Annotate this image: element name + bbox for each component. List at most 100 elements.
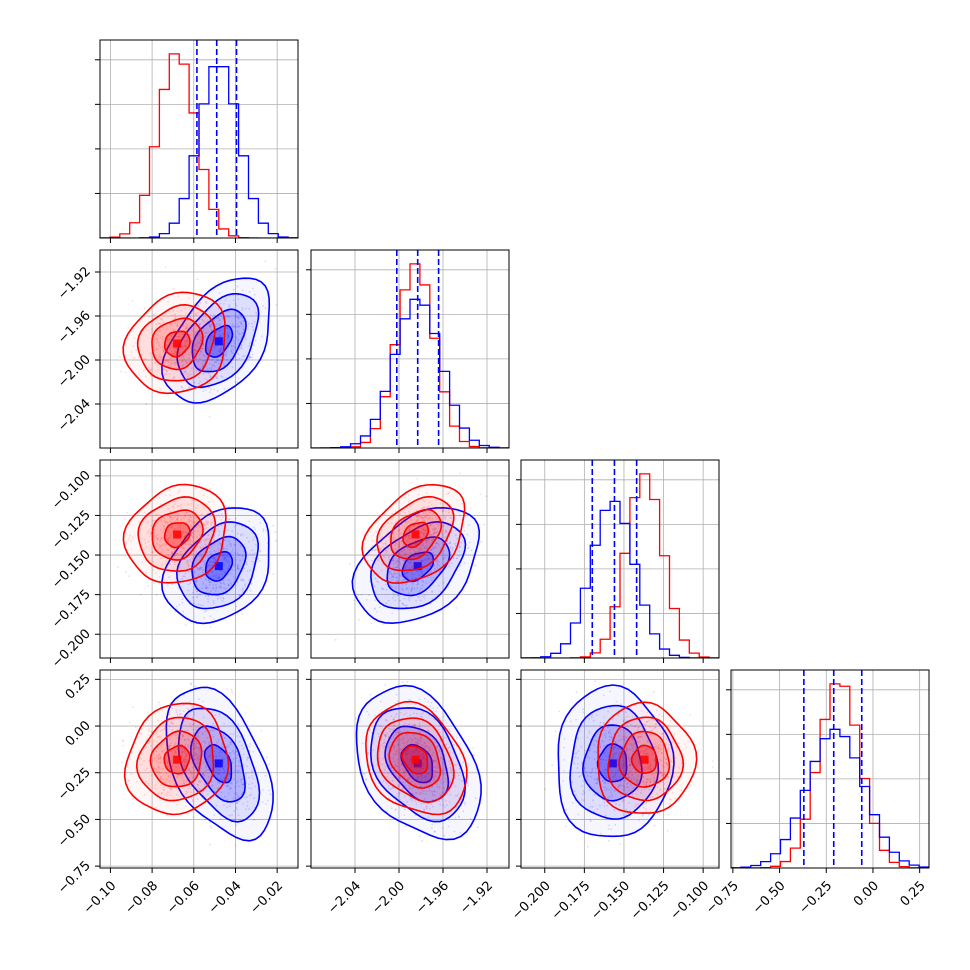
sample-point-blue [449, 780, 452, 783]
sample-point-red [190, 520, 193, 522]
sample-point-blue [409, 714, 412, 716]
sample-point-red [163, 789, 166, 792]
sample-point-blue [232, 294, 235, 296]
sample-point-blue [436, 785, 439, 788]
sample-point-blue [244, 796, 246, 799]
sample-point-red [181, 767, 184, 769]
sample-point-red [428, 535, 431, 538]
sample-point-blue [416, 741, 419, 744]
sample-point-blue [187, 570, 190, 573]
sample-point-red [383, 513, 386, 516]
sample-point-blue [241, 793, 243, 795]
sample-point-red [189, 791, 192, 794]
sample-point-red [430, 549, 433, 552]
sample-point-red [147, 530, 150, 532]
sample-point-red [187, 540, 190, 542]
sample-point-blue [415, 778, 418, 781]
sample-point-blue [223, 553, 225, 556]
sample-point-blue [248, 307, 251, 310]
sample-point-red [198, 333, 201, 336]
sample-point-red [121, 739, 124, 742]
sample-point-red [176, 563, 179, 566]
sample-point-blue [204, 742, 207, 744]
sample-point-blue [429, 765, 432, 768]
sample-point-blue [223, 770, 226, 772]
sample-point-blue [432, 751, 435, 754]
sample-point-red [175, 351, 178, 354]
sample-point-red [125, 571, 128, 573]
sample-point-red [167, 537, 170, 540]
sample-point-blue [391, 597, 394, 599]
sample-point-red [133, 357, 136, 360]
contour-blue-2 [176, 293, 260, 389]
sample-point-blue [145, 403, 148, 406]
sample-point-blue [357, 593, 359, 596]
sample-point-red [198, 357, 201, 359]
sample-point-blue [433, 830, 436, 833]
sample-point-blue [205, 332, 208, 335]
sample-point-blue [472, 754, 475, 756]
sample-point-red [396, 561, 398, 564]
sample-point-red [187, 560, 190, 563]
sample-point-red [197, 783, 199, 786]
sample-point-blue [419, 737, 422, 739]
sample-point-blue [235, 750, 238, 753]
sample-point-red [182, 782, 185, 784]
sample-point-blue [238, 760, 240, 763]
sample-point-blue [417, 571, 420, 573]
sample-point-red [110, 514, 113, 517]
sample-point-blue [394, 567, 396, 569]
sample-point-red [161, 544, 164, 547]
sample-point-blue [205, 789, 208, 792]
sample-point-blue [397, 758, 400, 761]
sample-point-red [171, 765, 174, 767]
sample-point-red [196, 753, 199, 756]
sample-point-red [195, 522, 198, 525]
sample-point-blue [406, 778, 409, 781]
sample-point-red [170, 516, 172, 519]
sample-point-blue [395, 731, 397, 734]
sample-point-red [184, 532, 187, 534]
sample-point-blue [417, 581, 419, 583]
sample-point-blue [411, 577, 414, 579]
sample-point-red [201, 731, 204, 734]
sample-point-blue [186, 339, 189, 342]
sample-point-blue [262, 530, 265, 533]
sample-point-blue [208, 581, 211, 583]
sample-point-blue [234, 844, 237, 847]
sample-point-blue [421, 579, 424, 582]
sample-point-blue [236, 552, 239, 555]
sample-point-red [188, 548, 191, 550]
sample-point-red [165, 534, 168, 537]
sample-point-blue [221, 516, 224, 518]
sample-point-blue [213, 347, 216, 349]
sample-point-blue [206, 565, 209, 568]
sample-point-blue [241, 588, 244, 591]
sample-point-blue [221, 779, 224, 782]
sample-point-blue [468, 524, 470, 526]
sample-point-blue [423, 546, 426, 548]
sample-point-red [427, 539, 429, 542]
sample-point-red [414, 555, 416, 558]
sample-point-blue [187, 583, 190, 586]
sample-point-blue [203, 560, 206, 563]
sample-point-blue [214, 772, 217, 774]
sample-point-red [162, 321, 165, 324]
sample-point-red [375, 531, 377, 533]
sample-point-red [416, 515, 419, 517]
sample-point-red [430, 524, 432, 526]
sample-point-blue [251, 549, 254, 552]
sample-point-red [131, 299, 134, 302]
sample-point-blue [421, 716, 424, 719]
sample-point-red [406, 521, 408, 524]
sample-point-blue [261, 335, 264, 338]
sample-point-red [171, 779, 174, 781]
sample-point-blue [406, 540, 409, 542]
sample-point-red [162, 368, 165, 371]
density-peak-red [411, 755, 420, 764]
sample-point-red [430, 537, 433, 539]
sample-point-blue [219, 818, 222, 820]
sample-point-blue [373, 573, 375, 576]
sample-point-red [380, 569, 383, 572]
